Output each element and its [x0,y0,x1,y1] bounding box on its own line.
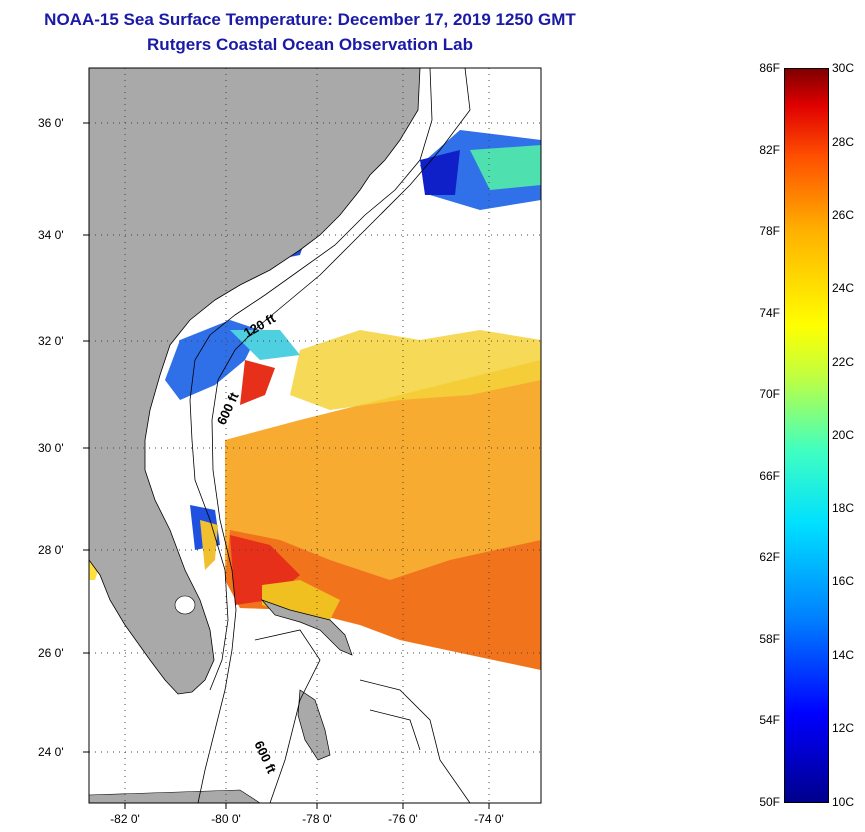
colorbar-c-label: 14C [832,648,855,662]
lat-label: 30 0' [38,441,64,455]
colorbar-f-label: 66F [759,469,780,483]
map-title: NOAA-15 Sea Surface Temperature: Decembe… [44,10,576,29]
colorbar-f-label: 58F [759,632,780,646]
temperature-colorbar [784,68,829,803]
colorbar-f-label: 54F [759,713,780,727]
lon-label: -78 0' [302,812,332,826]
colorbar-c-label: 28C [832,135,855,149]
lon-label: -80 0' [211,812,241,826]
lat-label: 34 0' [38,228,64,242]
lat-label: 28 0' [38,543,64,557]
colorbar-f-label: 78F [759,224,780,238]
lon-label: -82 0' [110,812,140,826]
colorbar-f-label: 82F [759,143,780,157]
colorbar-c-label: 30C [832,61,855,75]
colorbar-c-label: 24C [832,281,855,295]
colorbar-f-label: 86F [759,61,780,75]
isobath-120ft [189,68,433,691]
lat-label: 32 0' [38,334,64,348]
lat-label: 36 0' [38,116,64,130]
colorbar-c-label: 10C [832,795,855,809]
colorbar-c-label: 18C [832,501,855,515]
colorbar-f-label: 50F [759,795,780,809]
lat-label: 24 0' [38,745,64,759]
colorbar-f-label: 70F [759,387,780,401]
map-subtitle: Rutgers Coastal Ocean Observation Lab [147,35,473,54]
lon-label: -74 0' [474,812,504,826]
sst-hot-field [225,530,541,670]
colorbar-c-label: 20C [832,428,855,442]
land-mainland [89,68,421,695]
colorbar-c-label: 16C [832,574,855,588]
colorbar-c-label: 26C [832,208,855,222]
isobath-600ft [197,68,471,803]
lat-label: 26 0' [38,646,64,660]
colorbar-c-label: 22C [832,355,855,369]
colorbar-c-label: 12C [832,721,855,735]
colorbar-f-label: 62F [759,550,780,564]
colorbar-f-label: 74F [759,306,780,320]
lon-label: -76 0' [388,812,418,826]
